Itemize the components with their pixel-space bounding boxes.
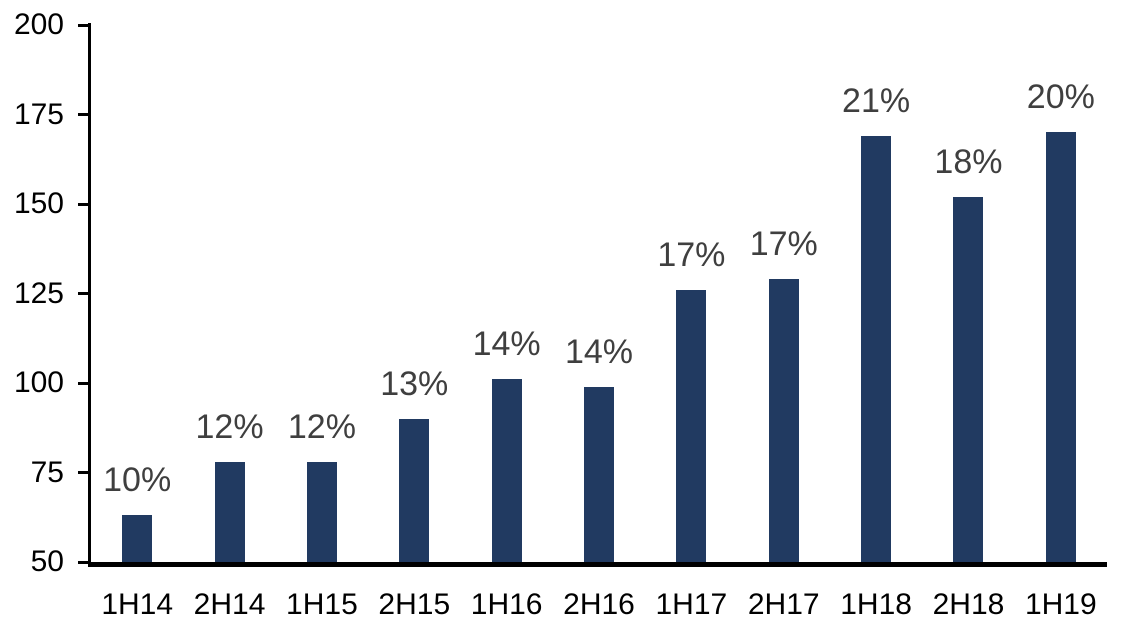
bar-value-label: 17% — [749, 225, 818, 264]
bar-value-label: 18% — [934, 142, 1003, 181]
bar-value-label: 14% — [564, 332, 634, 371]
x-axis-label: 2H17 — [747, 588, 820, 621]
x-axis-label: 2H15 — [378, 588, 451, 621]
x-axis-label: 2H18 — [932, 588, 1005, 621]
bar — [214, 461, 245, 562]
y-axis-tick — [78, 113, 91, 116]
y-axis-line — [88, 23, 91, 567]
bar — [768, 279, 799, 562]
y-axis-tick — [78, 202, 91, 206]
x-axis-label: 1H15 — [286, 588, 358, 621]
y-axis-label: 100 — [13, 366, 64, 399]
bar — [953, 196, 984, 562]
y-axis-tick — [78, 381, 91, 385]
bar-value-label: 12% — [195, 407, 264, 446]
bar — [676, 289, 707, 562]
bar-value-label: 10% — [103, 461, 172, 500]
bar-value-label: 21% — [842, 81, 911, 120]
x-axis-label: 1H18 — [840, 588, 912, 621]
y-axis-tick — [78, 560, 91, 564]
bar — [491, 379, 522, 562]
y-axis-label: 200 — [13, 8, 64, 41]
y-axis-tick — [78, 23, 91, 27]
bar-value-label: 13% — [380, 364, 449, 403]
bar — [399, 418, 430, 562]
bar — [861, 135, 892, 562]
bar — [584, 386, 614, 562]
y-axis-label: 75 — [30, 455, 64, 489]
bar-value-label: 12% — [287, 407, 356, 446]
bar — [306, 461, 337, 562]
y-axis-label: 125 — [13, 276, 64, 310]
bar-value-label: 14% — [472, 325, 541, 364]
x-axis-label: 2H16 — [563, 588, 635, 621]
y-axis-label: 150 — [13, 187, 64, 220]
x-axis-label: 1H19 — [1024, 588, 1097, 621]
x-axis-label: 1H16 — [470, 588, 543, 621]
bar — [122, 515, 153, 562]
bar-value-label: 17% — [657, 235, 726, 274]
x-axis-label: 1H14 — [101, 588, 174, 621]
x-axis-label: 2H14 — [193, 588, 266, 621]
bar — [1045, 132, 1076, 562]
bar-value-label: 20% — [1026, 78, 1095, 117]
x-axis-line — [88, 562, 1107, 567]
y-axis-tick — [78, 471, 91, 474]
y-axis-label: 175 — [13, 97, 64, 131]
y-axis-label: 50 — [30, 545, 64, 578]
y-axis-tick — [78, 292, 91, 295]
x-axis-label: 1H17 — [655, 588, 728, 621]
